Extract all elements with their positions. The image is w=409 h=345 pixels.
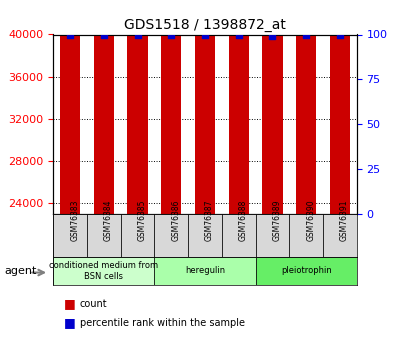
Point xyxy=(268,33,275,39)
FancyBboxPatch shape xyxy=(154,257,255,285)
Text: GSM76383: GSM76383 xyxy=(70,200,79,241)
Text: pleiotrophin: pleiotrophin xyxy=(280,266,331,275)
FancyBboxPatch shape xyxy=(322,214,356,257)
Text: GSM76384: GSM76384 xyxy=(103,200,112,241)
Bar xyxy=(127,0,147,214)
FancyBboxPatch shape xyxy=(154,214,188,257)
FancyBboxPatch shape xyxy=(120,214,154,257)
FancyBboxPatch shape xyxy=(255,257,356,285)
Bar xyxy=(161,50,181,345)
Bar xyxy=(94,175,114,345)
Text: ■: ■ xyxy=(64,297,75,310)
Bar xyxy=(194,140,215,345)
Bar xyxy=(94,0,114,214)
Point xyxy=(100,32,107,37)
FancyBboxPatch shape xyxy=(221,214,255,257)
Point xyxy=(336,32,342,37)
Point xyxy=(302,32,309,37)
Bar xyxy=(262,150,282,345)
Bar xyxy=(329,182,349,345)
Text: ■: ■ xyxy=(64,316,75,329)
Point xyxy=(134,32,141,37)
Bar xyxy=(295,198,315,345)
FancyBboxPatch shape xyxy=(53,214,87,257)
Text: GSM76388: GSM76388 xyxy=(238,200,247,241)
Bar xyxy=(262,0,282,214)
Text: GSM76389: GSM76389 xyxy=(272,200,281,241)
FancyBboxPatch shape xyxy=(53,257,154,285)
Point xyxy=(168,32,174,37)
Text: count: count xyxy=(80,299,107,308)
Bar xyxy=(295,0,315,214)
Bar xyxy=(228,108,248,345)
FancyBboxPatch shape xyxy=(289,214,322,257)
Bar xyxy=(60,135,80,345)
Text: percentile rank within the sample: percentile rank within the sample xyxy=(80,318,244,327)
Bar xyxy=(194,0,215,214)
Bar xyxy=(161,0,181,214)
Text: GSM76385: GSM76385 xyxy=(137,200,146,241)
FancyBboxPatch shape xyxy=(87,214,120,257)
Text: GSM76390: GSM76390 xyxy=(306,199,315,241)
FancyBboxPatch shape xyxy=(188,214,221,257)
Bar xyxy=(127,135,147,345)
FancyBboxPatch shape xyxy=(255,214,289,257)
Text: GSM76386: GSM76386 xyxy=(171,200,180,241)
Text: GSM76387: GSM76387 xyxy=(204,200,213,241)
Text: heregulin: heregulin xyxy=(184,266,225,275)
Text: agent: agent xyxy=(4,266,36,276)
Bar xyxy=(60,0,80,214)
Point xyxy=(67,32,73,37)
Bar xyxy=(228,0,248,214)
Bar xyxy=(329,0,349,214)
Text: GSM76391: GSM76391 xyxy=(339,200,348,241)
Point xyxy=(201,32,208,37)
Title: GDS1518 / 1398872_at: GDS1518 / 1398872_at xyxy=(124,18,285,32)
Point xyxy=(235,32,241,37)
Text: conditioned medium from
BSN cells: conditioned medium from BSN cells xyxy=(49,261,158,280)
